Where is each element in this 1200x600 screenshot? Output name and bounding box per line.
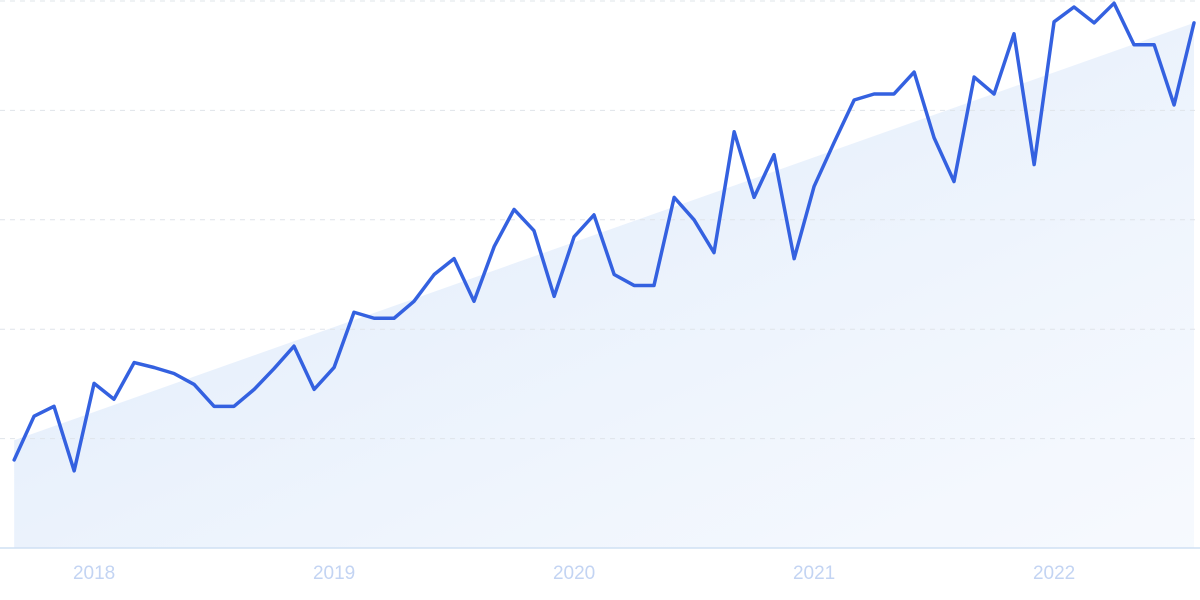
x-tick-label: 2019 [313,563,355,584]
trend-area [14,22,1194,548]
line [12,1,1196,473]
x-tick-label: 2021 [793,563,835,584]
x-tick-label: 2018 [73,563,115,584]
x-tick-label: 2022 [1033,563,1075,584]
x-tick-label: 2020 [553,563,595,584]
